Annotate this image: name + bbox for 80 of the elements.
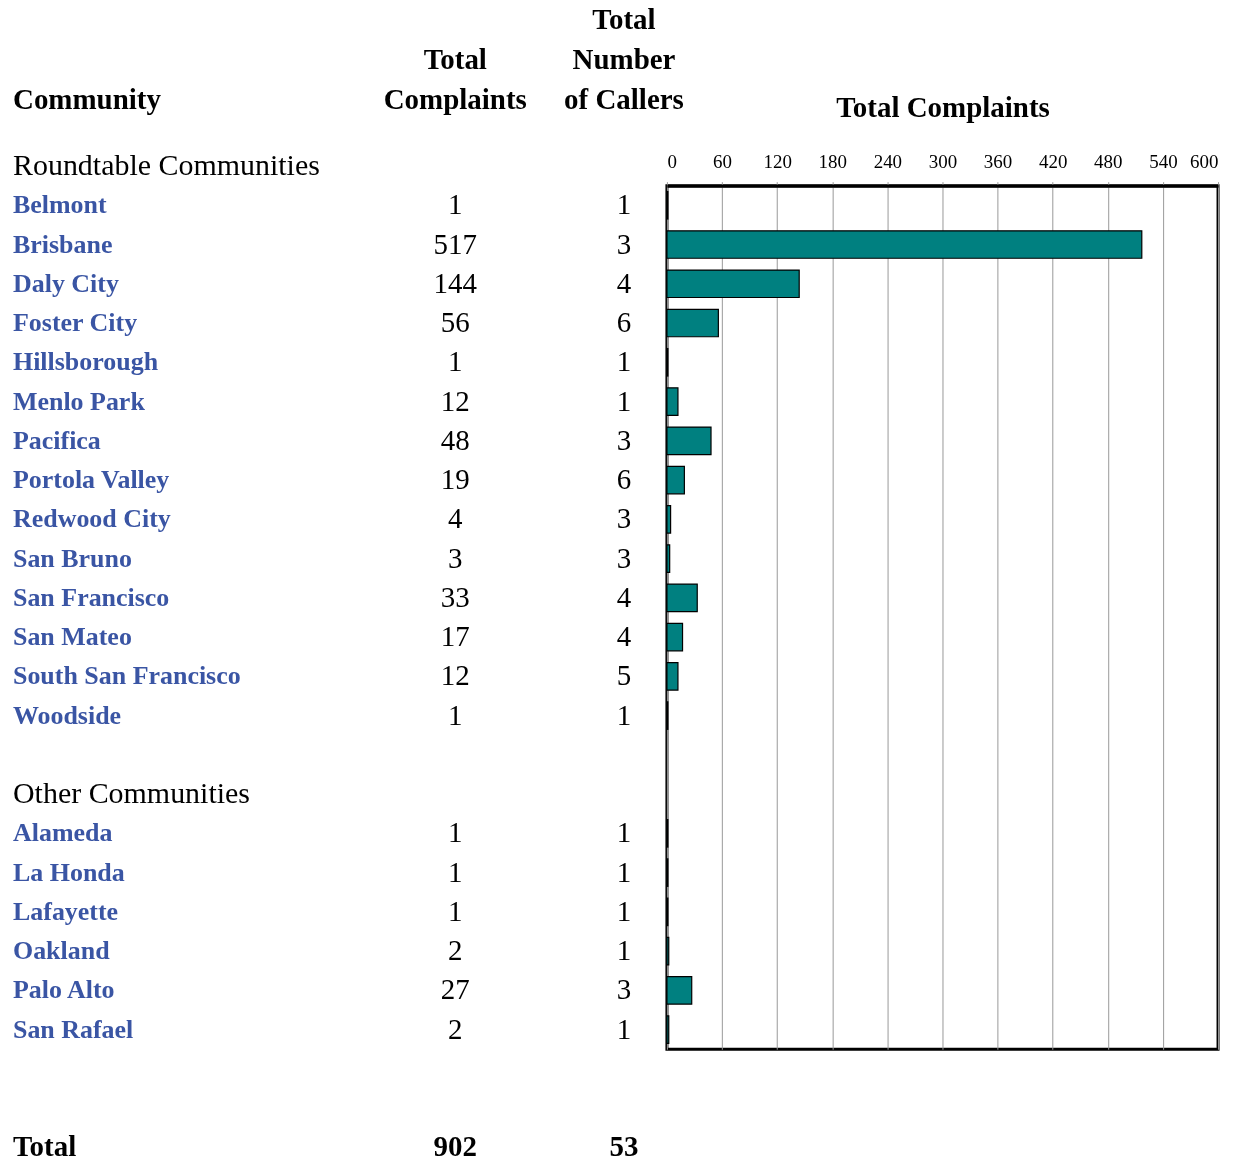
y-tick-label: La Honda [12, 857, 125, 887]
text: 6 [616, 463, 632, 496]
text: 5 [616, 659, 632, 692]
text: 3 [616, 541, 632, 574]
text: 4 [616, 266, 632, 299]
data-label: 517 [433, 227, 477, 260]
data-label: 1 [448, 345, 463, 378]
data-label: 1 [448, 698, 463, 731]
data-label: 56 [440, 306, 470, 339]
x2-tick-label: 180 [818, 151, 847, 173]
y-tick-label: San Francisco [12, 582, 170, 612]
y-tick-label: Belmont [12, 190, 107, 220]
data-label: 12 [440, 384, 470, 417]
y-tick-label: Daly City [12, 268, 119, 298]
y-tick-label: Hillsborough [12, 347, 159, 377]
data-label: 27 [440, 973, 470, 1006]
text: Total Number of Callers [564, 2, 684, 115]
x2-tick-label: 360 [983, 151, 1013, 173]
text: 3 [616, 973, 632, 1006]
text: 1 [616, 1012, 632, 1045]
text: 3 [616, 423, 632, 456]
data-label: 1 [448, 816, 463, 849]
data-label: 2 [448, 1012, 463, 1045]
text: Roundtable Communities [12, 147, 320, 181]
y-tick-label: Portola Valley [12, 465, 170, 495]
y-tick-label: Palo Alto [12, 975, 115, 1005]
text: 1 [616, 855, 632, 888]
text: 53 [609, 1130, 639, 1163]
x2-tick-label: 300 [928, 151, 958, 173]
data-label: 19 [440, 463, 470, 496]
y-tick-label: Woodside [12, 700, 122, 730]
data-label: 1 [448, 894, 463, 927]
y-tick-label: Redwood City [12, 504, 171, 534]
x2-tick-label: 600 [1190, 151, 1219, 173]
y-tick-label: San Bruno [12, 543, 132, 573]
y-tick-label: Lafayette [12, 896, 119, 926]
y-tick-label: South San Francisco [12, 661, 241, 691]
y-tick-label: Pacifica [12, 425, 101, 455]
y-tick-label: San Rafael [12, 1014, 134, 1044]
x2-axis-title: Total Complaints [836, 91, 1050, 124]
text: 1 [616, 894, 632, 927]
text: 3 [616, 227, 632, 260]
x2-tick-label: 120 [763, 151, 792, 173]
text: Other Communities [12, 776, 250, 810]
y-tick-label: Brisbane [12, 229, 113, 259]
y-tick-label: Menlo Park [12, 386, 146, 416]
x2-tick-label: 0 [667, 151, 677, 173]
text: 6 [616, 306, 632, 339]
data-label: 3 [448, 541, 463, 574]
data-label: 12 [440, 659, 470, 692]
y-tick-label: Alameda [12, 818, 113, 848]
text: 902 [433, 1130, 477, 1163]
text: Total Complaints [383, 42, 527, 115]
data-label: 1 [448, 855, 463, 888]
x2-tick-label: 420 [1038, 151, 1068, 173]
text: 4 [616, 580, 632, 613]
y-tick-label: Foster City [12, 308, 138, 338]
x2-tick-label: 240 [873, 151, 903, 173]
data-label: 33 [440, 580, 470, 613]
y-tick-label: Oakland [12, 936, 111, 966]
text: 1 [616, 816, 632, 849]
text: 3 [616, 502, 632, 535]
text: 1 [616, 384, 632, 417]
data-label: 2 [448, 934, 463, 967]
text: 1 [616, 698, 632, 731]
text: 4 [616, 620, 632, 653]
data-label: 4 [448, 502, 464, 535]
x2-tick-label: 540 [1149, 151, 1178, 173]
text: Total [12, 1130, 77, 1163]
data-label: 1 [448, 188, 463, 221]
text: 1 [616, 188, 632, 221]
data-label: 144 [433, 266, 478, 299]
text: 1 [616, 934, 632, 967]
x2-tick-label: 480 [1094, 151, 1123, 173]
data-label: 17 [440, 620, 470, 653]
data-label: 48 [440, 423, 470, 456]
y-tick-label: San Mateo [12, 622, 132, 652]
x2-tick-label: 60 [713, 151, 733, 173]
y-axis-title: Community [12, 82, 162, 115]
text: 1 [616, 345, 632, 378]
